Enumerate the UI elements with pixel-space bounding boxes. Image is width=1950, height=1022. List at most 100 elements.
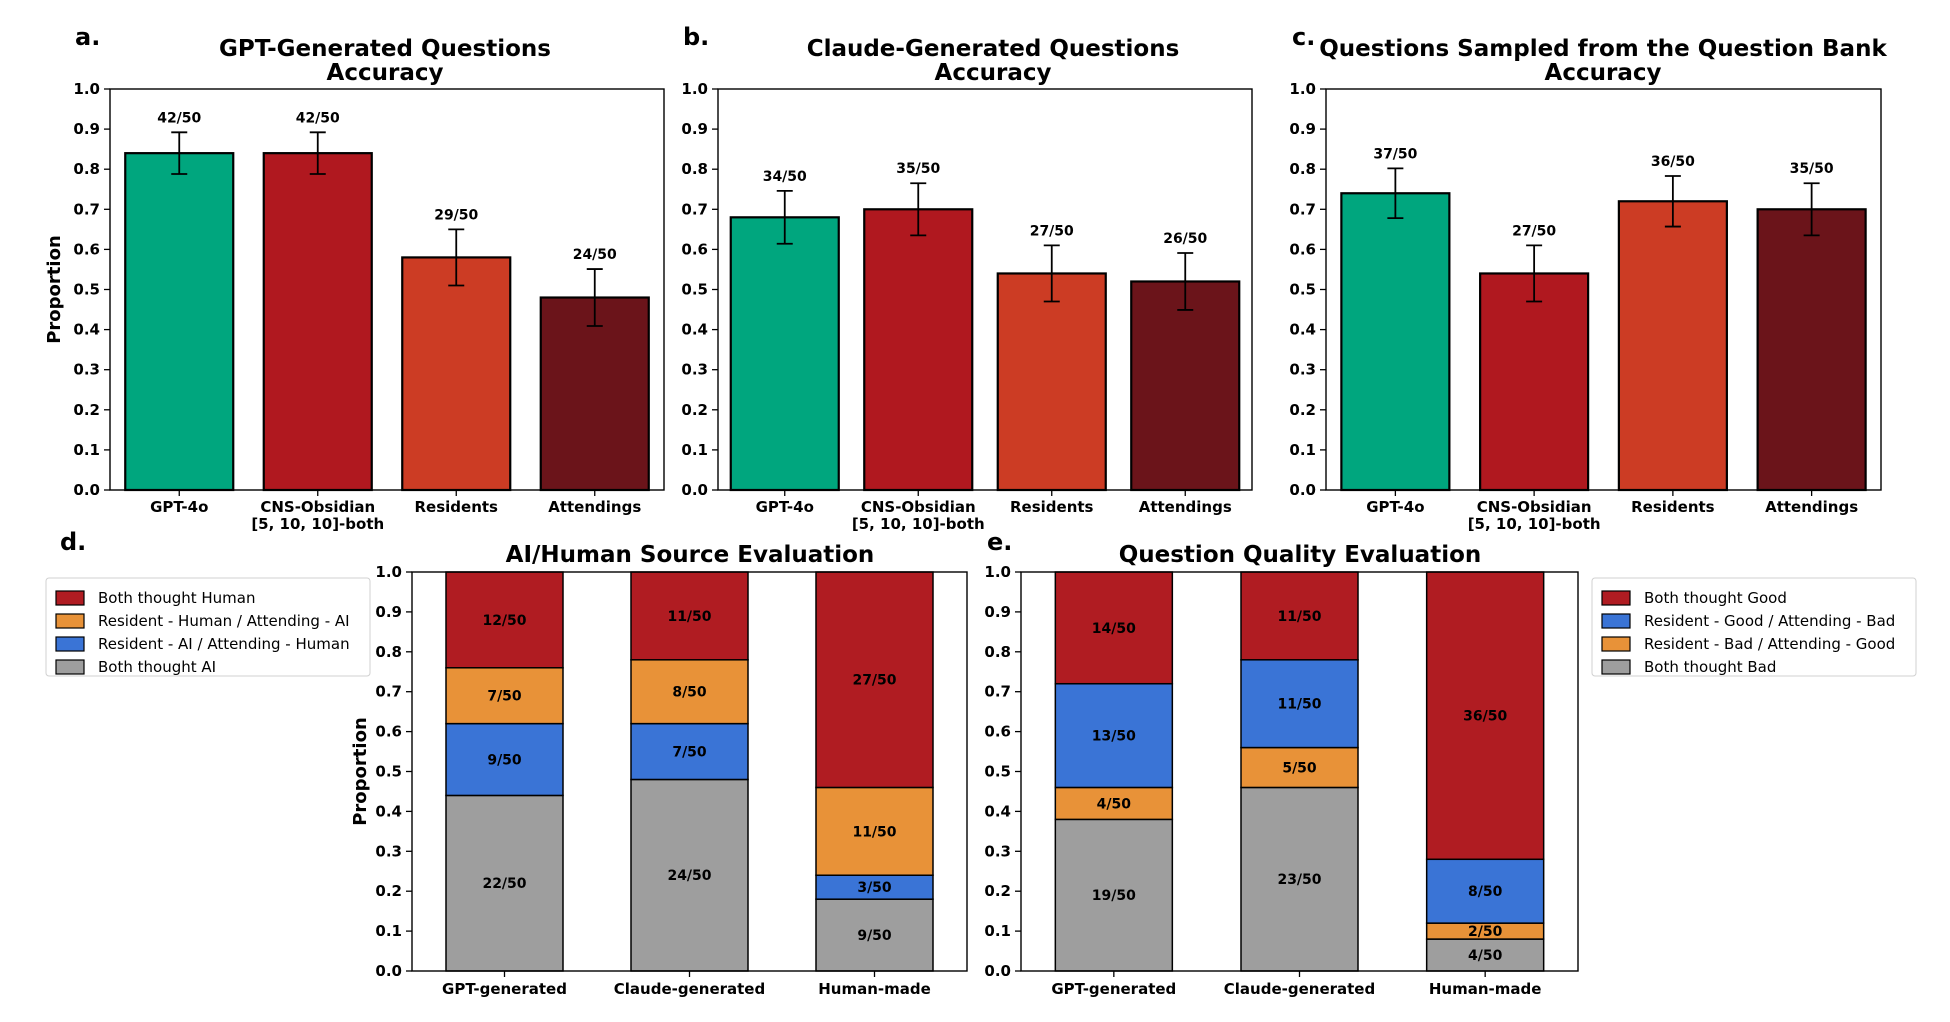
legend-swatch: [55, 590, 85, 606]
x-tick-label: GPT-4o: [1366, 498, 1424, 516]
y-tick-label: 0.5: [984, 763, 1011, 781]
y-tick-label: 0.3: [375, 842, 402, 860]
y-tick-label: 0.2: [681, 401, 708, 419]
y-tick-label: 0.2: [375, 882, 402, 900]
chart-title: GPT-Generated Questions: [219, 36, 551, 62]
panel-letter: a.: [75, 23, 100, 51]
y-tick-label: 0.9: [984, 603, 1011, 621]
segment-data-label: 7/50: [487, 689, 522, 705]
x-tick-label: GPT-generated: [1051, 980, 1176, 998]
plot-frame: [109, 88, 665, 491]
chart-panel-5: e. Question Quality Evaluation 0.0 0.1 0.2 0.…: [984, 528, 1917, 998]
y-tick-label: 0.6: [1289, 240, 1316, 258]
bar-data-label: 35/50: [896, 161, 940, 177]
y-tick-label: 0.4: [1289, 321, 1316, 339]
chart-title: Question Quality Evaluation: [1119, 542, 1482, 568]
y-tick-label: 0.5: [375, 763, 402, 781]
y-tick-label: 0.1: [73, 441, 100, 459]
y-tick-label: 0.1: [1289, 441, 1316, 459]
plot-frame: [411, 571, 968, 972]
y-tick-label: 0.3: [1289, 361, 1316, 379]
y-tick-label: 1.0: [1289, 80, 1316, 98]
segment-data-label: 2/50: [1468, 924, 1503, 940]
bar: [729, 216, 840, 492]
y-tick-label: 0.1: [681, 441, 708, 459]
segment-data-label: 9/50: [487, 753, 522, 769]
bar: [1756, 208, 1867, 492]
y-tick-label: 0.6: [375, 723, 402, 741]
y-tick-label: 0.0: [73, 481, 100, 499]
stacked-segment: [1240, 659, 1359, 749]
legend: Both thought Good Resident - Good / Atten…: [1591, 577, 1917, 677]
y-axis-label: Proportion: [44, 235, 65, 344]
legend-entry: Resident - AI / Attending - Human: [98, 635, 350, 653]
x-tick-label: Human-made: [1429, 980, 1542, 998]
legend-swatch: [1601, 659, 1631, 675]
stacked-segment: [1425, 571, 1545, 861]
x-tick-label: Human-made: [818, 980, 931, 998]
plot-frame: [1325, 88, 1882, 491]
bar-data-label: 34/50: [763, 169, 807, 185]
segment-data-label: 11/50: [667, 609, 711, 625]
stacked-segment: [1054, 818, 1174, 972]
panel-letter: c.: [1292, 23, 1315, 51]
x-tick-label: GPT-4o: [756, 498, 814, 516]
y-tick-label: 0.8: [984, 643, 1011, 661]
chart-title: Accuracy: [327, 60, 444, 86]
y-tick-label: 0.4: [73, 321, 100, 339]
y-tick-label: 0.5: [1289, 281, 1316, 299]
x-tick-label: Attendings: [548, 498, 641, 516]
x-tick-label: Claude-generated: [1224, 980, 1375, 998]
bar: [1340, 192, 1451, 492]
x-tick-label: Attendings: [1765, 498, 1858, 516]
y-tick-label: 0.6: [681, 240, 708, 258]
x-tick-label: [5, 10, 10]-both: [852, 515, 985, 533]
stacked-segment: [815, 786, 934, 876]
stacked-segment: [630, 571, 749, 661]
legend-swatch: [1601, 590, 1631, 606]
bar-data-label: 26/50: [1163, 231, 1207, 247]
stacked-segment: [1425, 938, 1545, 972]
x-tick-label: GPT-generated: [442, 980, 567, 998]
bar-data-label: 24/50: [573, 247, 617, 263]
x-tick-label: CNS-Obsidian: [861, 498, 976, 516]
legend-swatch: [55, 613, 85, 629]
y-tick-label: 0.6: [73, 240, 100, 258]
segment-data-label: 4/50: [1097, 796, 1132, 812]
bar-data-label: 42/50: [157, 110, 201, 126]
legend: Both thought Human Resident - Human / Att…: [45, 577, 371, 677]
chart-title: Questions Sampled from the Question Bank: [1319, 36, 1887, 62]
x-tick-label: CNS-Obsidian: [1477, 498, 1592, 516]
y-tick-label: 1.0: [984, 563, 1011, 581]
segment-data-label: 22/50: [482, 876, 526, 892]
y-tick-label: 0.9: [73, 120, 100, 138]
y-tick-label: 0.7: [1289, 200, 1316, 218]
y-tick-label: 0.7: [375, 683, 402, 701]
stacked-segment: [445, 571, 564, 669]
panel-letter: e.: [987, 528, 1012, 556]
segment-data-label: 13/50: [1092, 729, 1136, 745]
legend-entry: Resident - Good / Attending - Bad: [1644, 612, 1895, 630]
plot-frame: [1020, 571, 1579, 972]
stacked-segment: [815, 571, 934, 789]
bar: [401, 256, 512, 492]
stacked-segment: [1054, 682, 1174, 789]
bar: [1130, 280, 1241, 492]
legend-swatch: [55, 659, 85, 675]
y-tick-label: 0.8: [681, 160, 708, 178]
x-tick-label: Residents: [415, 498, 499, 516]
y-tick-label: 0.2: [1289, 401, 1316, 419]
bar: [124, 152, 235, 492]
x-tick-label: Attendings: [1139, 498, 1232, 516]
bar-data-label: 27/50: [1030, 223, 1074, 239]
chart-title: Accuracy: [1545, 60, 1662, 86]
y-tick-label: 0.9: [1289, 120, 1316, 138]
bar: [539, 296, 650, 492]
segment-data-label: 3/50: [857, 880, 892, 896]
segment-data-label: 19/50: [1092, 888, 1136, 904]
y-tick-label: 0.5: [73, 281, 100, 299]
x-tick-label: CNS-Obsidian: [260, 498, 375, 516]
stacked-segment: [445, 794, 564, 972]
bar-data-label: 42/50: [296, 110, 340, 126]
bar: [863, 208, 974, 492]
